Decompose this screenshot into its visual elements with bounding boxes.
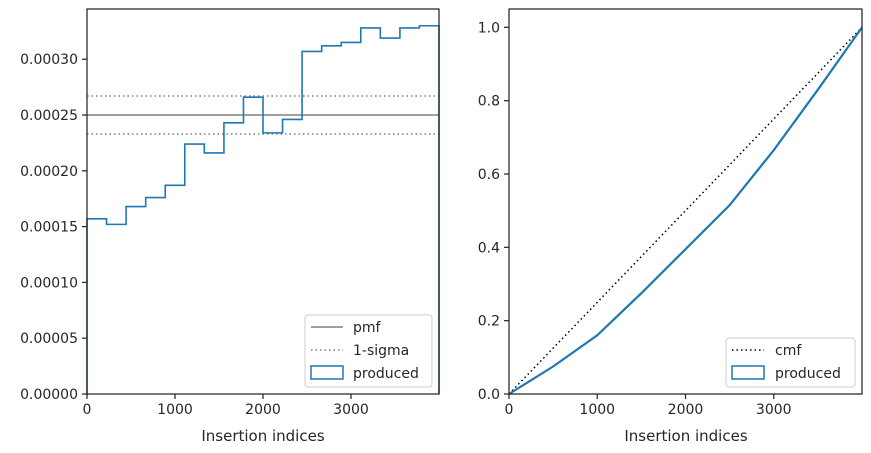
left-y-tick-label: 0.00005 <box>20 331 78 347</box>
left-x-tick-label: 0 <box>83 402 92 418</box>
right-legend: cmf produced <box>725 337 856 388</box>
left-y-tick-label: 0.00000 <box>20 387 78 403</box>
right-ticks: 0 1000 2000 3000 0.0 0.2 0.4 0.6 0.8 1.0 <box>478 20 792 418</box>
left-x-tick-label: 2000 <box>245 402 281 418</box>
right-y-tick-label: 0.8 <box>478 94 500 110</box>
right-legend-box <box>725 337 856 388</box>
left-legend: pmf 1-sigma produced <box>304 314 433 388</box>
cmf-line <box>508 26 863 395</box>
left-ticks: 0 1000 2000 3000 0.00000 0.00005 0.00010 0.0001… <box>20 52 369 418</box>
right-y-tick-label: 0.0 <box>478 387 500 403</box>
legend-produced-label: produced <box>353 366 419 382</box>
left-y-tick-label: 0.00025 <box>20 108 78 124</box>
right-x-tick-label: 3000 <box>756 402 792 418</box>
left-panel: 0 1000 2000 3000 0.00000 0.00005 0.00010 0.0001… <box>20 8 440 445</box>
right-panel: 0 1000 2000 3000 0.0 0.2 0.4 0.6 0.8 1.0 Insertio… <box>478 8 863 445</box>
right-y-tick-label: 1.0 <box>478 20 500 36</box>
right-y-tick-label: 0.2 <box>478 314 500 330</box>
right-axes-frame <box>508 8 863 395</box>
right-x-tick-label: 0 <box>505 402 514 418</box>
left-x-tick-label: 3000 <box>333 402 369 418</box>
legend-produced-label-right: produced <box>775 366 841 382</box>
legend-produced-swatch-right <box>731 365 765 380</box>
legend-1-sigma-label: 1-sigma <box>353 343 409 359</box>
legend-pmf-label: pmf <box>353 320 382 336</box>
produced-histogram-step <box>86 24 440 394</box>
right-x-axis-label: Insertion indices <box>624 427 747 445</box>
right-y-tick-label: 0.6 <box>478 167 500 183</box>
left-x-axis-label: Insertion indices <box>201 427 324 445</box>
left-x-tick-label: 1000 <box>157 402 193 418</box>
legend-produced-swatch <box>310 365 344 380</box>
right-y-tick-label: 0.4 <box>478 240 500 256</box>
left-y-tick-label: 0.00015 <box>20 220 78 236</box>
left-y-tick-label: 0.00020 <box>20 164 78 180</box>
produced-cumulative-line <box>508 26 863 395</box>
legend-cmf-label: cmf <box>775 343 802 359</box>
left-y-tick-label: 0.00010 <box>20 275 78 291</box>
left-y-tick-label: 0.00030 <box>20 52 78 68</box>
right-x-tick-label: 1000 <box>579 402 615 418</box>
right-plot-area <box>508 26 863 395</box>
right-x-tick-label: 2000 <box>668 402 704 418</box>
left-plot-area <box>86 24 440 394</box>
left-legend-box <box>304 314 433 388</box>
